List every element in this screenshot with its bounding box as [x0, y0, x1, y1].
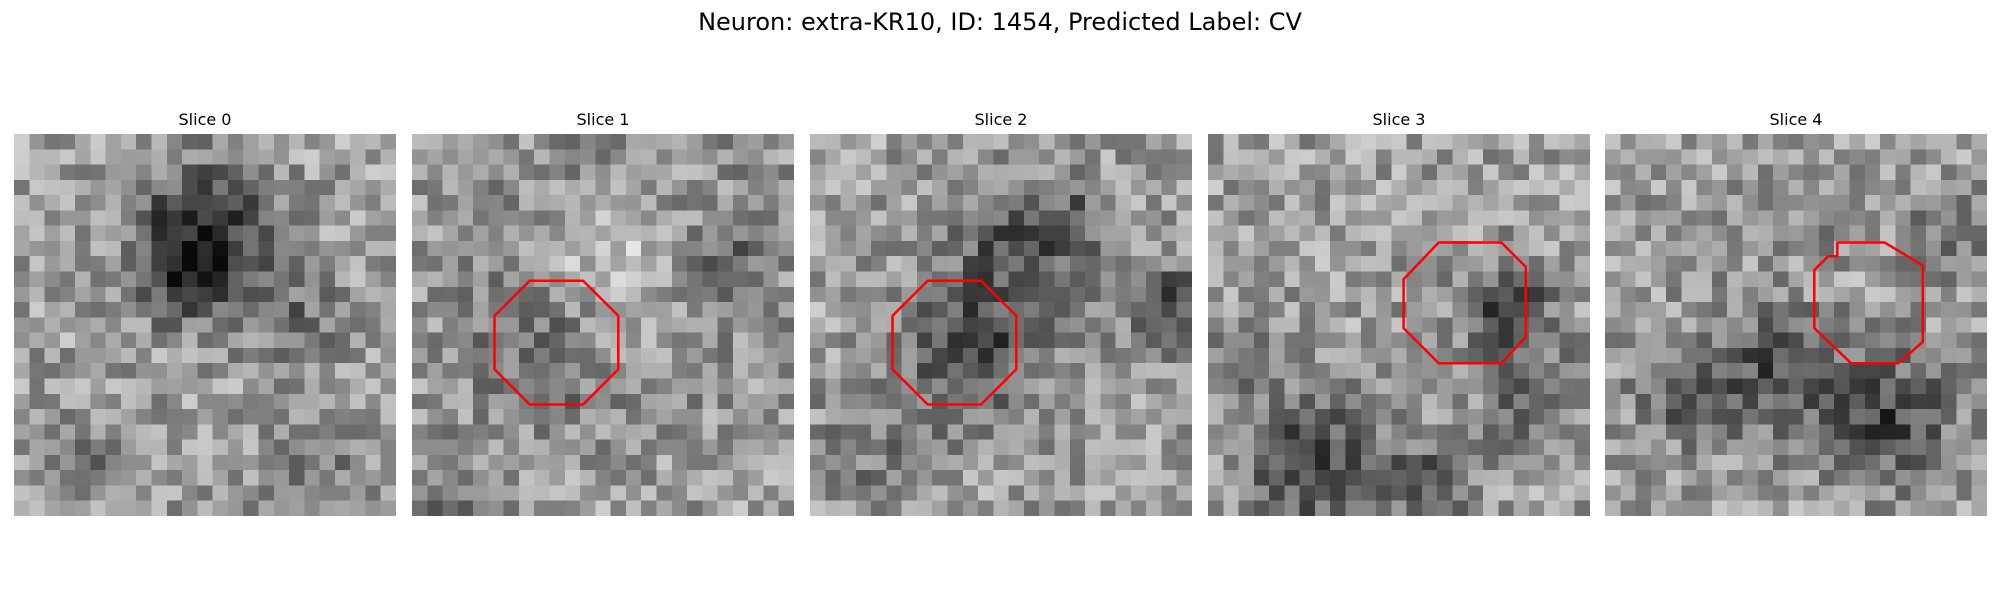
- pixel-grid: [1605, 134, 1987, 516]
- slice-title: Slice 1: [576, 110, 630, 129]
- slice-image: [14, 134, 396, 516]
- pixel-grid: [1208, 134, 1590, 516]
- roi-contour: [891, 279, 1018, 406]
- roi-contour: [493, 279, 620, 406]
- figure-title: Neuron: extra-KR10, ID: 1454, Predicted …: [698, 8, 1302, 36]
- slice-title: Slice 2: [974, 110, 1028, 129]
- slice-image: [1208, 134, 1590, 516]
- slice-image-canvas: [14, 134, 396, 516]
- pixel-grid: [810, 134, 1192, 516]
- slice-panel-4: Slice 4: [1605, 110, 1987, 520]
- slice-title: Slice 4: [1769, 110, 1823, 129]
- pixel-grid: [412, 134, 794, 516]
- roi-contour: [1402, 241, 1528, 365]
- slice-image: [1605, 134, 1987, 516]
- slice-image: [412, 134, 794, 516]
- slice-panel-1: Slice 1: [412, 110, 794, 520]
- slice-image-canvas: [1208, 134, 1590, 516]
- slice-panel-3: Slice 3: [1208, 110, 1590, 520]
- slice-title: Slice 0: [178, 110, 232, 129]
- slice-image-canvas: [412, 134, 794, 516]
- slice-image-canvas: [810, 134, 1192, 516]
- slice-image-canvas: [1605, 134, 1987, 516]
- slice-panel-0: Slice 0: [14, 110, 396, 520]
- pixel-grid: [14, 134, 396, 516]
- slice-panel-2: Slice 2: [810, 110, 1192, 520]
- slice-image: [810, 134, 1192, 516]
- slice-title: Slice 3: [1372, 110, 1426, 129]
- roi-contour: [1813, 241, 1925, 365]
